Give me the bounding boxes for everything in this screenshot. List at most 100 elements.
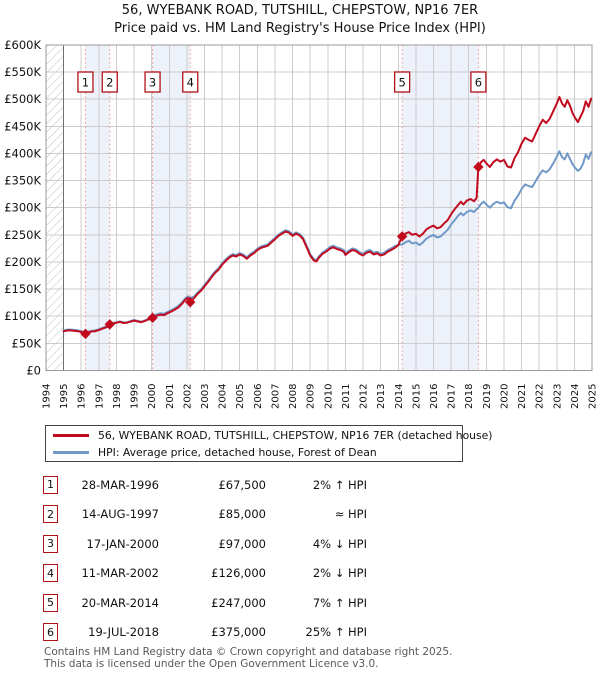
sale-diamond-marker[interactable] xyxy=(185,296,196,308)
sale-hpi-comparison: ≈ HPI xyxy=(334,507,367,522)
svg-text:2011: 2011 xyxy=(341,384,352,409)
sale-number-badge[interactable]: 4 xyxy=(43,564,58,583)
sale-date: 19-JUL-2018 xyxy=(88,625,159,640)
svg-text:£0: £0 xyxy=(26,364,41,378)
sale-number-badge[interactable]: 1 xyxy=(43,475,58,494)
legend-item-hpi: HPI: Average price, detached house, Fore… xyxy=(46,445,462,460)
svg-text:2021: 2021 xyxy=(517,384,528,409)
svg-text:2006: 2006 xyxy=(253,384,264,409)
svg-text:£50K: £50K xyxy=(12,336,42,350)
hpi-line xyxy=(62,150,593,334)
svg-text:£400K: £400K xyxy=(4,146,41,160)
footer-licence: This data is licensed under the Open Gov… xyxy=(44,657,379,670)
sale-number-box[interactable] xyxy=(393,71,411,93)
svg-text:2008: 2008 xyxy=(288,384,299,409)
svg-text:1998: 1998 xyxy=(112,384,123,409)
property-line-swatch xyxy=(53,433,89,437)
y-axis-labels: £0 £50K £100K £150K £200K £250K £300K £350K £400… xyxy=(4,38,41,378)
sale-hpi-comparison: 7% ↑ HPI xyxy=(312,595,367,610)
svg-text:3: 3 xyxy=(149,76,156,90)
svg-text:2012: 2012 xyxy=(359,384,370,409)
svg-text:2020: 2020 xyxy=(499,384,510,409)
x-axis-labels: 1994 1995 1996 1997 1998 1999 2000 2001 2002 2003… xyxy=(42,384,599,409)
svg-text:2002: 2002 xyxy=(182,384,193,409)
svg-text:1995: 1995 xyxy=(59,384,70,409)
sale-number-badge[interactable]: 5 xyxy=(43,593,58,612)
sale-diamond-marker[interactable] xyxy=(80,328,91,340)
footer-copyright: Contains HM Land Registry data © Crown c… xyxy=(44,646,453,658)
sale-price: £67,500 xyxy=(218,477,266,492)
sale-hpi-comparison: 2% ↑ HPI xyxy=(312,477,367,492)
chart-title: 56, WYEBANK ROAD, TUTSHILL, CHEPSTOW, NP… xyxy=(121,3,479,18)
sale-price: £97,000 xyxy=(218,536,266,551)
legend: 56, WYEBANK ROAD, TUTSHILL, CHEPSTOW, NP… xyxy=(45,425,493,462)
svg-text:1996: 1996 xyxy=(77,384,88,409)
svg-text:4: 4 xyxy=(187,76,194,90)
sale-number-box[interactable] xyxy=(144,71,161,93)
sale-price: £375,000 xyxy=(211,625,266,640)
svg-text:5: 5 xyxy=(398,76,405,90)
svg-text:2014: 2014 xyxy=(394,384,405,409)
svg-text:2022: 2022 xyxy=(535,384,546,409)
svg-text:£200K: £200K xyxy=(4,255,41,269)
svg-text:2024: 2024 xyxy=(570,384,581,409)
sale-date: 28-MAR-1996 xyxy=(81,477,159,492)
plot-border xyxy=(45,44,593,372)
svg-text:2015: 2015 xyxy=(411,384,422,409)
sale-hpi-comparison: 4% ↓ HPI xyxy=(312,536,367,551)
svg-text:£450K: £450K xyxy=(4,119,41,133)
svg-text:2025: 2025 xyxy=(588,384,599,409)
svg-text:2018: 2018 xyxy=(464,384,475,409)
sale-diamond-marker[interactable] xyxy=(396,231,408,242)
legend-item-property: 56, WYEBANK ROAD, TUTSHILL, CHEPSTOW, NP… xyxy=(46,428,493,443)
sale-number-boxes: 1 2 3 4 5 6 xyxy=(77,71,487,93)
sale-markers xyxy=(80,161,484,340)
svg-text:6: 6 xyxy=(475,76,482,90)
svg-text:2009: 2009 xyxy=(306,384,317,409)
svg-text:2016: 2016 xyxy=(429,384,440,409)
sale-number-box[interactable] xyxy=(101,71,118,93)
svg-text:2007: 2007 xyxy=(270,384,281,409)
sale-number-badge[interactable]: 2 xyxy=(43,505,58,524)
sale-hpi-comparison: 25% ↑ HPI xyxy=(305,625,367,640)
sale-diamond-marker[interactable] xyxy=(104,319,115,330)
sale-row: 5 20-MAR-2014 £247,000 7% ↑ HPI xyxy=(43,588,383,618)
sale-number-box[interactable] xyxy=(182,71,199,93)
svg-text:£100K: £100K xyxy=(4,309,41,323)
sale-date: 20-MAR-2014 xyxy=(81,595,159,610)
svg-text:1999: 1999 xyxy=(130,384,141,409)
sale-row: 4 11-MAR-2002 £126,000 2% ↓ HPI xyxy=(43,559,383,589)
sale-price: £247,000 xyxy=(211,595,266,610)
sale-diamond-marker[interactable] xyxy=(473,161,484,173)
sale-price: £85,000 xyxy=(218,507,266,522)
svg-text:2017: 2017 xyxy=(447,384,458,409)
svg-text:£350K: £350K xyxy=(4,174,41,188)
sale-number-badge[interactable]: 3 xyxy=(43,534,58,553)
sale-date: 11-MAR-2002 xyxy=(81,566,159,581)
svg-text:1997: 1997 xyxy=(94,384,105,409)
svg-text:2013: 2013 xyxy=(376,384,387,409)
sale-row: 3 17-JAN-2000 £97,000 4% ↓ HPI xyxy=(43,529,383,559)
sale-number-box[interactable] xyxy=(77,71,94,93)
svg-text:£600K: £600K xyxy=(4,38,41,52)
sale-price: £126,000 xyxy=(211,566,266,581)
sale-date: 14-AUG-1997 xyxy=(81,507,159,522)
svg-text:2001: 2001 xyxy=(165,384,176,409)
svg-text:2000: 2000 xyxy=(147,384,158,409)
legend-label-hpi: HPI: Average price, detached house, Fore… xyxy=(98,445,377,459)
svg-text:2019: 2019 xyxy=(482,384,493,409)
sale-diamond-marker[interactable] xyxy=(147,312,158,324)
svg-text:£300K: £300K xyxy=(4,201,41,215)
chart-subtitle: Price paid vs. HM Land Registry's House … xyxy=(114,21,486,36)
sale-hpi-comparison: 2% ↓ HPI xyxy=(312,566,367,581)
svg-text:£150K: £150K xyxy=(4,282,41,296)
sale-number-box[interactable] xyxy=(470,71,487,93)
svg-text:1994: 1994 xyxy=(42,384,53,409)
property-price-line xyxy=(62,96,593,335)
sale-row: 2 14-AUG-1997 £85,000 ≈ HPI xyxy=(43,500,383,530)
price-chart: 1 2 3 4 5 6 £0 £50K £100K £150K £200K £250K £300K £35… xyxy=(4,38,599,409)
sale-number-badge[interactable]: 6 xyxy=(43,623,58,642)
svg-text:2005: 2005 xyxy=(235,384,246,409)
sale-date: 17-JAN-2000 xyxy=(86,536,160,551)
sale-row: 6 19-JUL-2018 £375,000 25% ↑ HPI xyxy=(43,618,383,648)
